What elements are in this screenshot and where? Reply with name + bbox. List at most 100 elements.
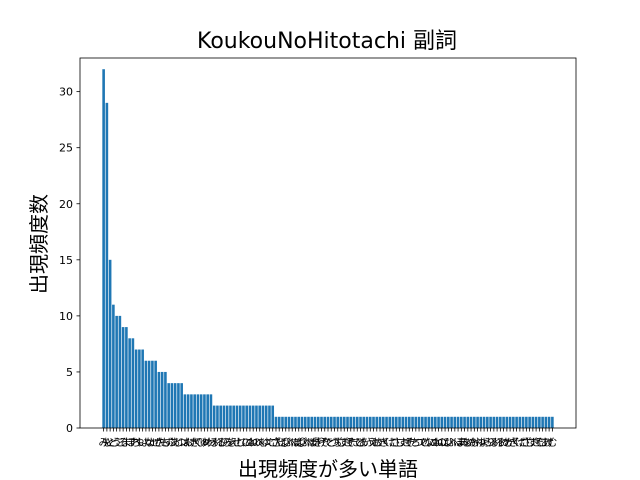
x-tick-label: ぶ bbox=[284, 437, 294, 449]
bar bbox=[502, 416, 505, 428]
x-tick-label: し bbox=[395, 437, 405, 449]
x-tick-label: げ bbox=[316, 437, 326, 449]
bar bbox=[355, 416, 359, 428]
bar bbox=[294, 416, 297, 428]
bar bbox=[144, 360, 148, 428]
x-tick-label: さ bbox=[154, 437, 164, 449]
bar bbox=[473, 416, 476, 428]
x-tick-label: げ bbox=[515, 437, 525, 449]
bar bbox=[381, 416, 385, 428]
x-tick-label: つ bbox=[414, 438, 424, 449]
x-tick-label: ぽ bbox=[307, 437, 317, 449]
x-axis-label: 出現頻度が多い単語 bbox=[238, 457, 418, 480]
bar bbox=[190, 394, 193, 428]
bar bbox=[378, 416, 382, 428]
bar bbox=[212, 405, 216, 428]
bar bbox=[456, 416, 460, 428]
x-tick-label: に bbox=[242, 437, 252, 449]
x-tick-label: ご bbox=[268, 436, 278, 449]
x-tick-label: も bbox=[469, 437, 479, 449]
bar bbox=[203, 394, 206, 428]
x-tick-label: ど bbox=[356, 437, 366, 449]
bar bbox=[336, 416, 340, 428]
bar bbox=[121, 327, 125, 428]
bar bbox=[108, 259, 112, 428]
bar bbox=[499, 416, 502, 428]
x-tick-label: ね bbox=[248, 437, 258, 449]
x-tick-label: た bbox=[408, 437, 418, 449]
y-tick-label: 10 bbox=[59, 310, 73, 323]
x-tick-label: お bbox=[372, 437, 382, 449]
bar bbox=[388, 416, 392, 428]
bar bbox=[128, 338, 131, 428]
x-tick-label: ざ bbox=[271, 436, 281, 449]
bar bbox=[225, 405, 229, 428]
bar bbox=[333, 416, 336, 428]
x-tick-label: へ bbox=[450, 438, 460, 449]
bar bbox=[531, 416, 535, 428]
bar bbox=[525, 416, 528, 428]
bar bbox=[505, 416, 509, 428]
bar bbox=[164, 371, 167, 428]
x-tick-label: と bbox=[105, 437, 115, 449]
bar bbox=[180, 383, 183, 428]
x-tick-label: ぐ bbox=[264, 438, 274, 449]
x-tick-label: ど bbox=[108, 437, 118, 449]
x-tick-label: は bbox=[440, 437, 450, 449]
x-tick-label: え bbox=[229, 437, 239, 449]
x-tick-label: ぞ bbox=[346, 437, 356, 449]
x-tick-label: び bbox=[281, 437, 291, 449]
bar bbox=[440, 416, 444, 428]
x-tick-label: ず bbox=[164, 437, 174, 449]
x-tick-label: じ bbox=[173, 437, 183, 449]
y-tick-label: 0 bbox=[66, 422, 73, 435]
x-tick-label: ぎ bbox=[313, 436, 323, 449]
bar bbox=[482, 416, 486, 428]
bar bbox=[307, 416, 310, 428]
bar bbox=[177, 383, 180, 428]
bar bbox=[248, 405, 252, 428]
x-tick-label: わ bbox=[206, 437, 216, 449]
x-tick-label: る bbox=[216, 437, 226, 449]
bar bbox=[551, 416, 554, 428]
x-tick-label: ひ bbox=[196, 438, 206, 449]
bar bbox=[151, 360, 154, 428]
x-tick-label: ら bbox=[222, 437, 232, 449]
x-tick-label: く bbox=[382, 438, 392, 449]
bar bbox=[206, 394, 209, 428]
x-tick-label: こ bbox=[115, 438, 125, 449]
bar bbox=[518, 416, 522, 428]
bar bbox=[186, 394, 190, 428]
bar bbox=[232, 405, 235, 428]
x-tick-label: に bbox=[427, 437, 437, 449]
bar bbox=[316, 416, 320, 428]
bar bbox=[323, 416, 327, 428]
x-tick-label: い bbox=[362, 438, 372, 449]
bar bbox=[469, 416, 473, 428]
bar bbox=[193, 394, 196, 428]
bar bbox=[245, 405, 248, 428]
bar bbox=[352, 416, 356, 428]
bar bbox=[134, 349, 138, 428]
x-tick-label: う bbox=[365, 437, 375, 449]
x-tick-label: ぎ bbox=[508, 436, 518, 449]
bar bbox=[258, 405, 262, 428]
bar bbox=[453, 416, 457, 428]
bar bbox=[434, 416, 437, 428]
x-tick-label: や bbox=[134, 437, 144, 449]
x-tick-label: ぺ bbox=[303, 438, 313, 449]
x-tick-label: の bbox=[437, 438, 447, 449]
bar bbox=[297, 416, 301, 428]
x-tick-label: け bbox=[385, 437, 395, 449]
x-tick-label: だ bbox=[274, 437, 284, 449]
x-tick-label: な bbox=[144, 437, 154, 449]
bar bbox=[414, 416, 418, 428]
bar bbox=[154, 360, 157, 428]
x-tick-label: け bbox=[186, 437, 196, 449]
bar bbox=[219, 405, 222, 428]
bar bbox=[385, 416, 388, 428]
x-tick-label: お bbox=[183, 437, 193, 449]
x-tick-label: ま bbox=[121, 437, 131, 449]
x-tick-label: て bbox=[238, 438, 248, 449]
